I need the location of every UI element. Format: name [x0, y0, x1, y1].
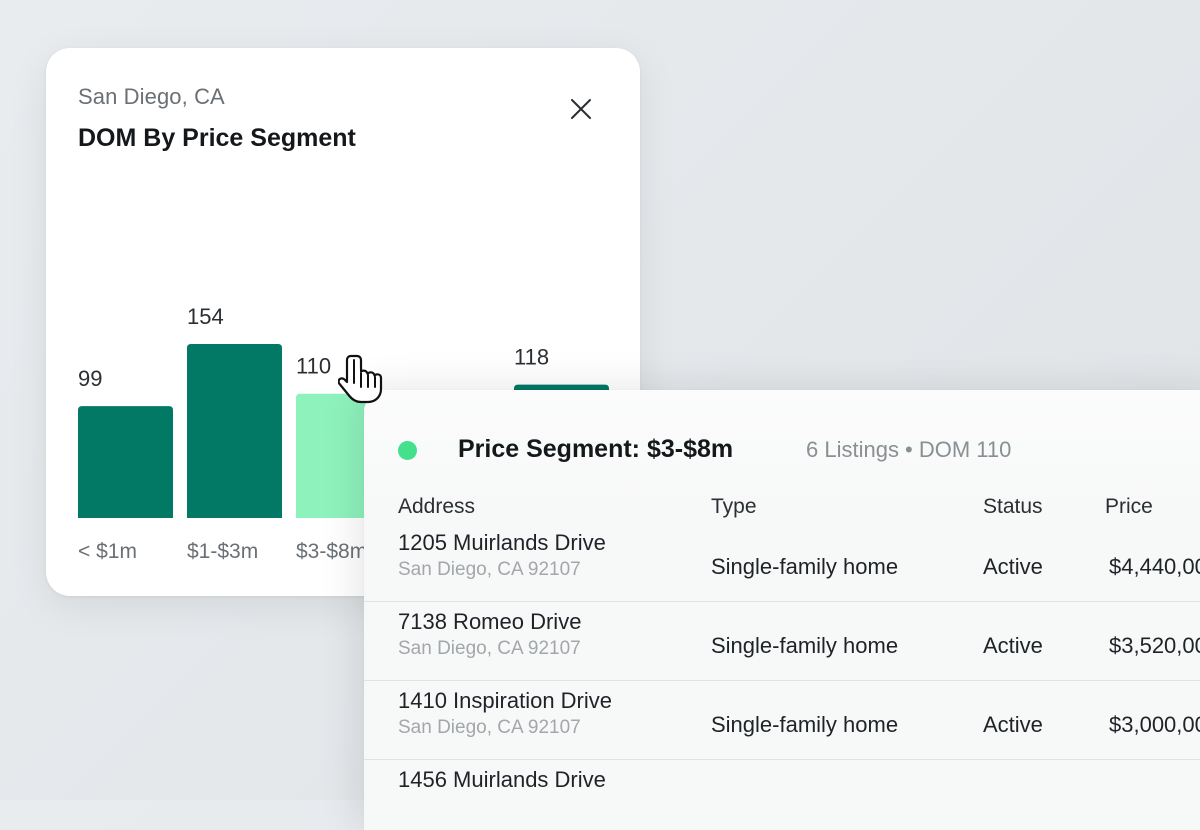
row-price: $3,000,000 [1109, 712, 1200, 737]
bar-value-label: 118 [514, 345, 549, 370]
chart-title: DOM By Price Segment [78, 124, 356, 152]
column-header-type: Type [711, 495, 757, 518]
table-row[interactable]: 1456 Muirlands Drive [364, 759, 1200, 830]
segment-meta: 6 Listings • DOM 110 [806, 437, 1012, 462]
bar-value-label: 110 [296, 354, 331, 379]
row-address: 1410 Inspiration Drive [398, 688, 613, 713]
segment-title: Price Segment: $3-$8m [458, 435, 734, 463]
row-type: Single-family home [711, 554, 899, 579]
row-address: 7138 Romeo Drive [398, 609, 582, 634]
panel-header: Price Segment: $3-$8m 6 Listings • DOM 1… [364, 390, 1200, 518]
row-price: $3,520,000 [1109, 633, 1200, 658]
row-status: Active [983, 712, 1043, 737]
row-status: Active [983, 554, 1043, 579]
listings-panel: Price Segment: $3-$8m 6 Listings • DOM 1… [364, 390, 1200, 830]
row-status: Active [983, 633, 1043, 658]
table-row[interactable]: 1410 Inspiration Drive San Diego, CA 921… [364, 680, 1200, 760]
chart-card: San Diego, CA DOM By Price Segment 99 < $… [46, 48, 640, 596]
column-header-price: Price [1105, 495, 1153, 518]
close-button[interactable] [562, 90, 600, 128]
row-price: $4,440,000 [1109, 554, 1200, 579]
row-type: Single-family home [711, 633, 899, 658]
close-icon [571, 99, 591, 119]
row-city: San Diego, CA 92107 [398, 717, 581, 738]
segment-color-dot [398, 441, 417, 460]
row-city: San Diego, CA 92107 [398, 638, 581, 659]
column-header-address: Address [398, 495, 476, 518]
row-address: 1205 Muirlands Drive [398, 530, 606, 555]
row-address: 1456 Muirlands Drive [398, 767, 606, 792]
table-row[interactable]: 1205 Muirlands Drive San Diego, CA 92107… [364, 522, 1200, 602]
chart-location: San Diego, CA [78, 84, 225, 109]
pointer-hand-icon [338, 354, 383, 404]
row-city: San Diego, CA 92107 [398, 559, 581, 580]
category-label: $3-$8m [296, 540, 367, 563]
bar-value-label: 154 [187, 304, 224, 329]
bar-value-label: 99 [78, 366, 102, 391]
table-row[interactable]: 7138 Romeo Drive San Diego, CA 92107 Sin… [364, 601, 1200, 681]
category-label: < $1m [78, 540, 137, 563]
category-label: $1-$3m [187, 540, 258, 563]
row-type: Single-family home [711, 712, 899, 737]
chart-bar[interactable] [78, 406, 173, 518]
column-header-status: Status [983, 495, 1043, 518]
chart-bar[interactable] [187, 343, 282, 518]
